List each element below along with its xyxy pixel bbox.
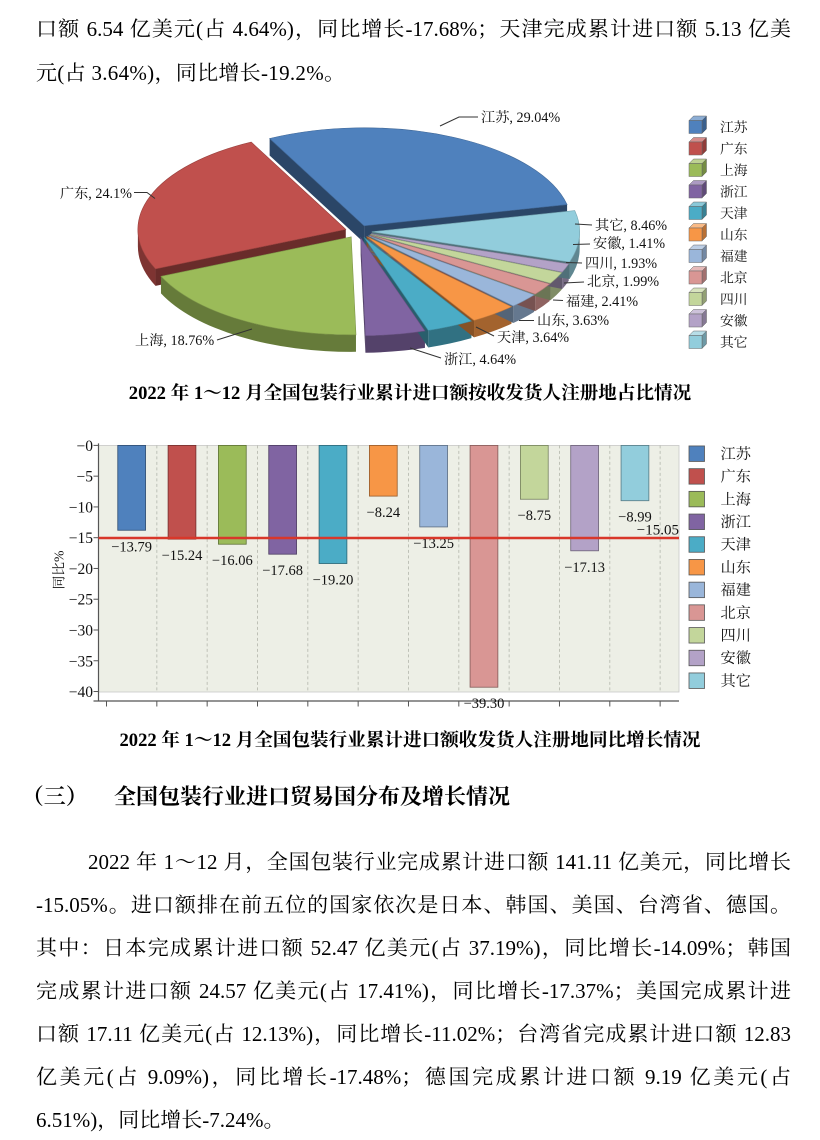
svg-text:上海, 18.76%: 上海, 18.76% <box>135 333 214 349</box>
svg-text:上海: 上海 <box>720 163 748 178</box>
svg-text:浙江: 浙江 <box>721 514 751 531</box>
svg-text:浙江: 浙江 <box>720 185 748 200</box>
svg-text:北京, 1.99%: 北京, 1.99% <box>587 273 659 290</box>
svg-text:同比%: 同比% <box>52 550 67 590</box>
svg-text:−39.30: −39.30 <box>464 696 505 712</box>
svg-text:−17.13: −17.13 <box>564 560 605 576</box>
svg-text:−15: −15 <box>69 530 93 547</box>
svg-text:山东: 山东 <box>720 228 748 243</box>
svg-text:−40: −40 <box>69 684 93 701</box>
svg-text:−30: −30 <box>69 622 93 639</box>
svg-text:江苏: 江苏 <box>721 446 752 463</box>
svg-text:−13.25: −13.25 <box>413 536 454 552</box>
svg-text:−15.05: −15.05 <box>637 523 679 539</box>
svg-text:安徽: 安徽 <box>720 314 748 329</box>
svg-text:广东: 广东 <box>720 142 748 157</box>
svg-text:福建, 2.41%: 福建, 2.41% <box>566 294 638 310</box>
svg-text:−5: −5 <box>77 469 94 486</box>
svg-text:−10: −10 <box>69 499 93 516</box>
svg-text:江苏: 江苏 <box>720 120 749 135</box>
svg-text:−35: −35 <box>69 653 93 670</box>
svg-text:福建: 福建 <box>720 249 748 264</box>
svg-text:−15.24: −15.24 <box>162 548 204 564</box>
svg-text:福建: 福建 <box>721 582 751 599</box>
svg-text:−8.99: −8.99 <box>618 510 652 526</box>
svg-text:天津: 天津 <box>721 537 751 554</box>
svg-text:−25: −25 <box>69 592 93 609</box>
svg-text:安徽: 安徽 <box>721 650 751 667</box>
svg-text:−20: −20 <box>69 561 93 578</box>
svg-text:浙江, 4.64%: 浙江, 4.64% <box>444 352 516 368</box>
svg-text:上海: 上海 <box>721 491 751 508</box>
svg-text:−8.75: −8.75 <box>518 508 552 524</box>
svg-text:−19.20: −19.20 <box>313 573 354 589</box>
svg-text:江苏, 29.04%: 江苏, 29.04% <box>481 110 560 126</box>
svg-text:−0: −0 <box>77 438 94 455</box>
svg-text:−8.24: −8.24 <box>367 505 401 521</box>
svg-text:−17.68: −17.68 <box>262 563 303 579</box>
svg-text:其它: 其它 <box>721 673 751 690</box>
svg-text:四川: 四川 <box>721 628 751 645</box>
svg-text:安徽, 1.41%: 安徽, 1.41% <box>593 236 665 252</box>
svg-text:广东, 24.1%: 广东, 24.1% <box>60 186 132 202</box>
svg-text:−13.79: −13.79 <box>111 539 152 555</box>
svg-text:天津, 3.64%: 天津, 3.64% <box>497 330 569 346</box>
svg-text:北京: 北京 <box>720 271 748 286</box>
svg-text:四川: 四川 <box>720 292 748 307</box>
svg-text:山东, 3.63%: 山东, 3.63% <box>537 313 609 329</box>
svg-text:广东: 广东 <box>721 469 752 486</box>
svg-text:其它: 其它 <box>720 335 748 350</box>
svg-text:四川, 1.93%: 四川, 1.93% <box>585 256 657 272</box>
svg-text:−16.06: −16.06 <box>212 553 253 569</box>
svg-text:山东: 山东 <box>721 559 752 576</box>
svg-text:天津: 天津 <box>720 206 748 221</box>
svg-text:北京: 北京 <box>721 605 751 622</box>
svg-text:其它, 8.46%: 其它, 8.46% <box>595 218 667 234</box>
